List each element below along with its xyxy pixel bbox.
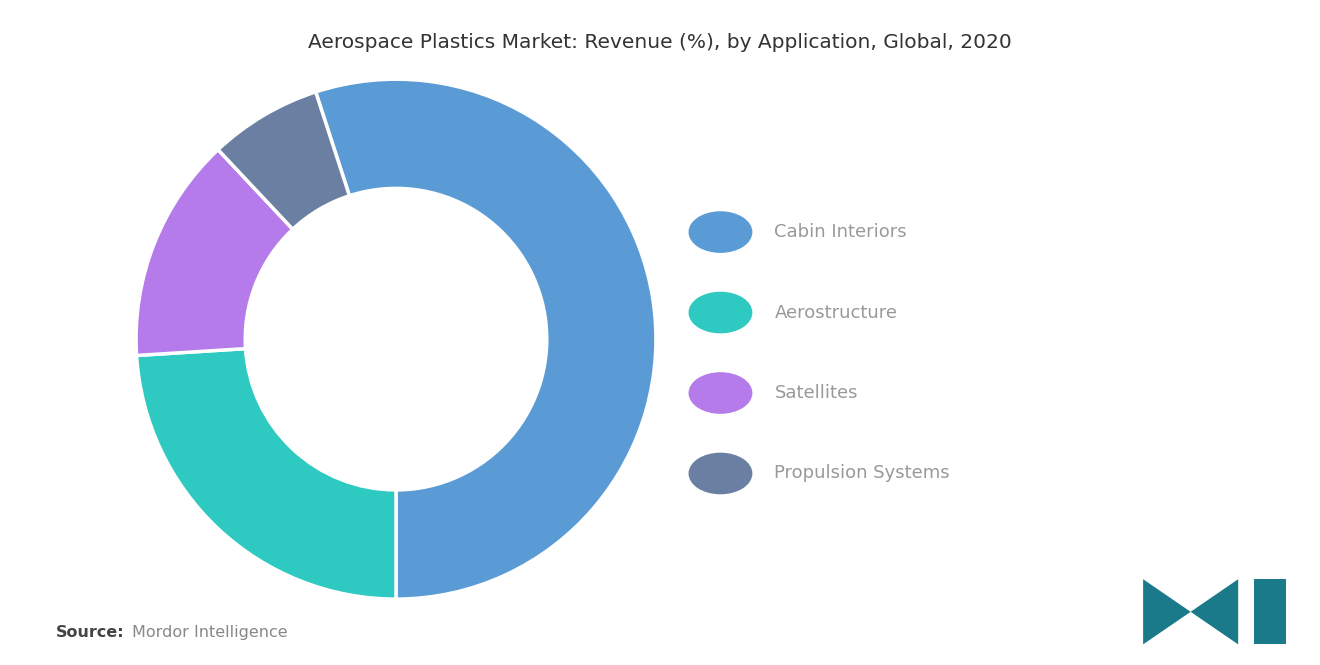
Wedge shape [136, 150, 293, 356]
Text: Mordor Intelligence: Mordor Intelligence [132, 624, 288, 640]
Text: Satellites: Satellites [775, 384, 858, 402]
Circle shape [689, 293, 751, 332]
Wedge shape [136, 348, 396, 599]
Text: Propulsion Systems: Propulsion Systems [775, 464, 950, 483]
Polygon shape [1254, 579, 1286, 644]
Text: Aerostructure: Aerostructure [775, 303, 898, 322]
Circle shape [689, 454, 751, 493]
Circle shape [689, 373, 751, 413]
Polygon shape [1143, 579, 1191, 644]
Wedge shape [218, 92, 350, 229]
Wedge shape [315, 79, 656, 599]
Text: Aerospace Plastics Market: Revenue (%), by Application, Global, 2020: Aerospace Plastics Market: Revenue (%), … [308, 33, 1012, 53]
Text: Source:: Source: [55, 624, 124, 640]
Text: Cabin Interiors: Cabin Interiors [775, 223, 907, 241]
Polygon shape [1191, 579, 1238, 644]
Circle shape [689, 212, 751, 252]
